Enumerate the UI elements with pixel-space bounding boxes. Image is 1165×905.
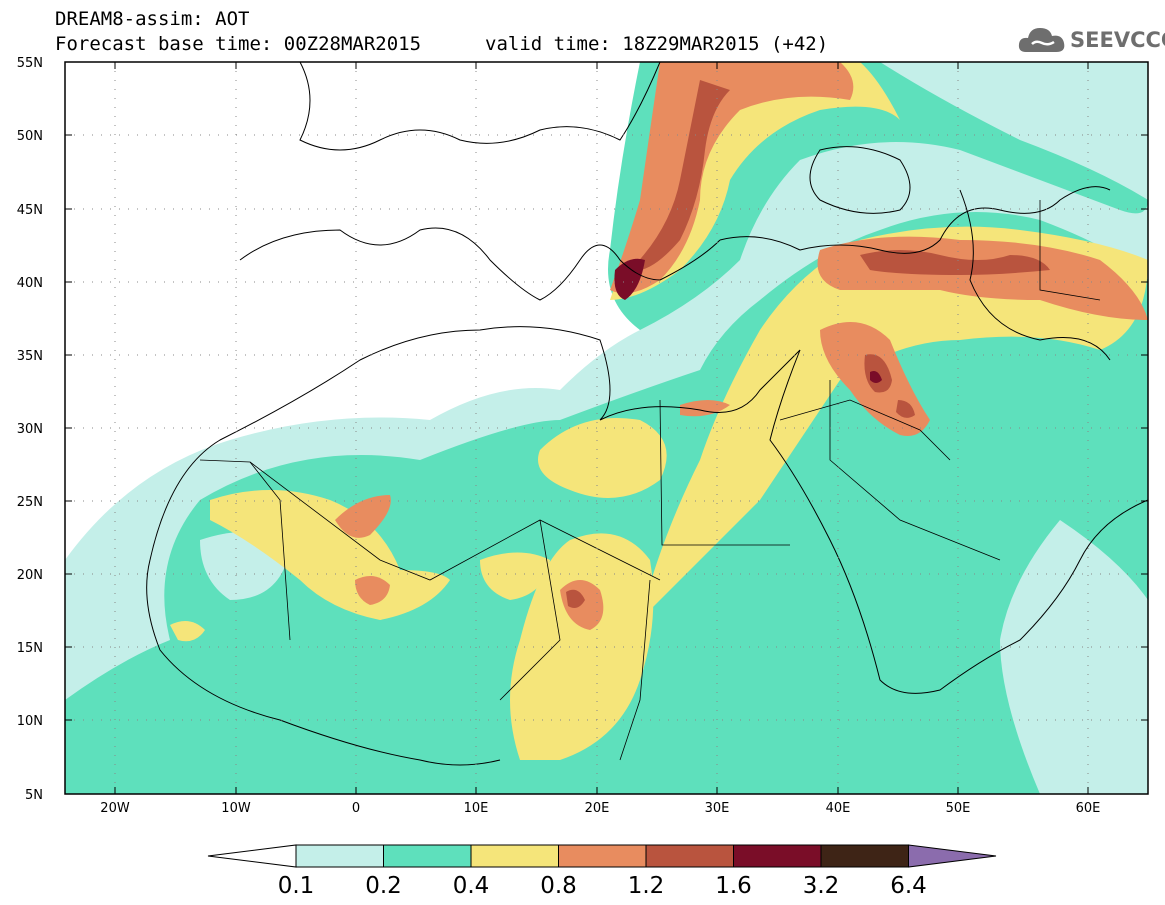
aot-contours xyxy=(65,62,1148,794)
lon-label: 50E xyxy=(946,801,971,816)
colorbar-low-arrow xyxy=(207,844,297,868)
lat-label: 20N xyxy=(17,568,43,583)
logo-text: SEEVCCC xyxy=(1070,28,1165,52)
forecast-base-time: Forecast base time: 00Z28MAR2015 xyxy=(55,33,422,55)
axis-ticks xyxy=(65,61,1148,795)
colorbar-swatch xyxy=(558,844,647,868)
colorbar-label: 0.1 xyxy=(278,873,315,899)
aot-band-1.6 xyxy=(870,371,882,383)
aot-band-0.1 xyxy=(1000,520,1148,794)
aot-band-1.2 xyxy=(566,589,585,608)
aot-band-0.4 xyxy=(480,552,550,600)
lon-label: 30E xyxy=(705,801,730,816)
lat-label: 35N xyxy=(17,349,43,364)
lon-label: 20W xyxy=(100,801,130,816)
lat-label: 40N xyxy=(17,276,43,291)
colorbar-label: 6.4 xyxy=(890,873,927,899)
lon-label: 60E xyxy=(1076,801,1101,816)
colorbar-high-arrow xyxy=(908,844,997,868)
lat-label: 55N xyxy=(17,56,43,71)
aot-band-0.4 xyxy=(538,418,667,498)
lon-label: 10E xyxy=(464,801,489,816)
colorbar-swatch xyxy=(733,844,822,868)
grid-lines xyxy=(65,62,1148,794)
lat-label: 25N xyxy=(17,495,43,510)
lon-label: 40E xyxy=(826,801,851,816)
colorbar: 0.1 0.2 0.4 0.8 1.2 1.6 3.2 6.4 xyxy=(207,844,997,899)
aot-band-1.2 xyxy=(896,400,915,418)
aot-band-1.2 xyxy=(860,250,1050,275)
aot-band-0.1-north xyxy=(900,62,1148,260)
aot-band-1.2 xyxy=(630,80,730,271)
aot-band-0.4 xyxy=(170,621,205,642)
colorbar-label: 3.2 xyxy=(803,873,840,899)
lat-label: 50N xyxy=(17,129,43,144)
colorbar-swatch xyxy=(383,844,472,868)
colorbar-label: 0.2 xyxy=(365,873,402,899)
aot-band-0.4 xyxy=(640,226,1148,620)
colorbar-label: 0.4 xyxy=(453,873,490,899)
aot-band-0.4 xyxy=(210,490,450,620)
lat-label: 45N xyxy=(17,203,43,218)
chart-title: DREAM8-assim: AOT xyxy=(55,8,250,30)
lat-label: 15N xyxy=(17,641,43,656)
aot-band-0.8 xyxy=(335,495,391,538)
lon-label: 10W xyxy=(221,801,251,816)
lat-labels: 55N 50N 45N 40N 35N 30N 25N 20N 15N 10N … xyxy=(17,56,43,803)
lon-label: 20E xyxy=(585,801,610,816)
country-borders xyxy=(199,200,1101,761)
cloud-icon xyxy=(1018,28,1065,52)
aot-band-0.4 xyxy=(510,533,654,760)
aot-band-1.6 xyxy=(614,258,645,300)
aot-band-0.8 xyxy=(355,576,390,605)
valid-time: valid time: 18Z29MAR2015 (+42) xyxy=(485,33,829,55)
lat-label: 10N xyxy=(17,714,43,729)
colorbar-swatch xyxy=(470,844,559,868)
seevccc-logo: SEEVCCC xyxy=(1018,22,1165,56)
colorbar-label: 1.6 xyxy=(715,873,752,899)
lon-labels: 20W 10W 0 10E 20E 30E 40E 50E 60E xyxy=(100,801,1100,816)
lat-label: 5N xyxy=(25,788,43,803)
lon-label: 0 xyxy=(352,801,360,816)
lat-label: 30N xyxy=(17,422,43,437)
colorbar-label: 1.2 xyxy=(628,873,665,899)
colorbar-swatch xyxy=(820,844,909,868)
colorbar-label: 0.8 xyxy=(540,873,577,899)
colorbar-swatch xyxy=(645,844,734,868)
colorbar-swatch xyxy=(295,844,384,868)
